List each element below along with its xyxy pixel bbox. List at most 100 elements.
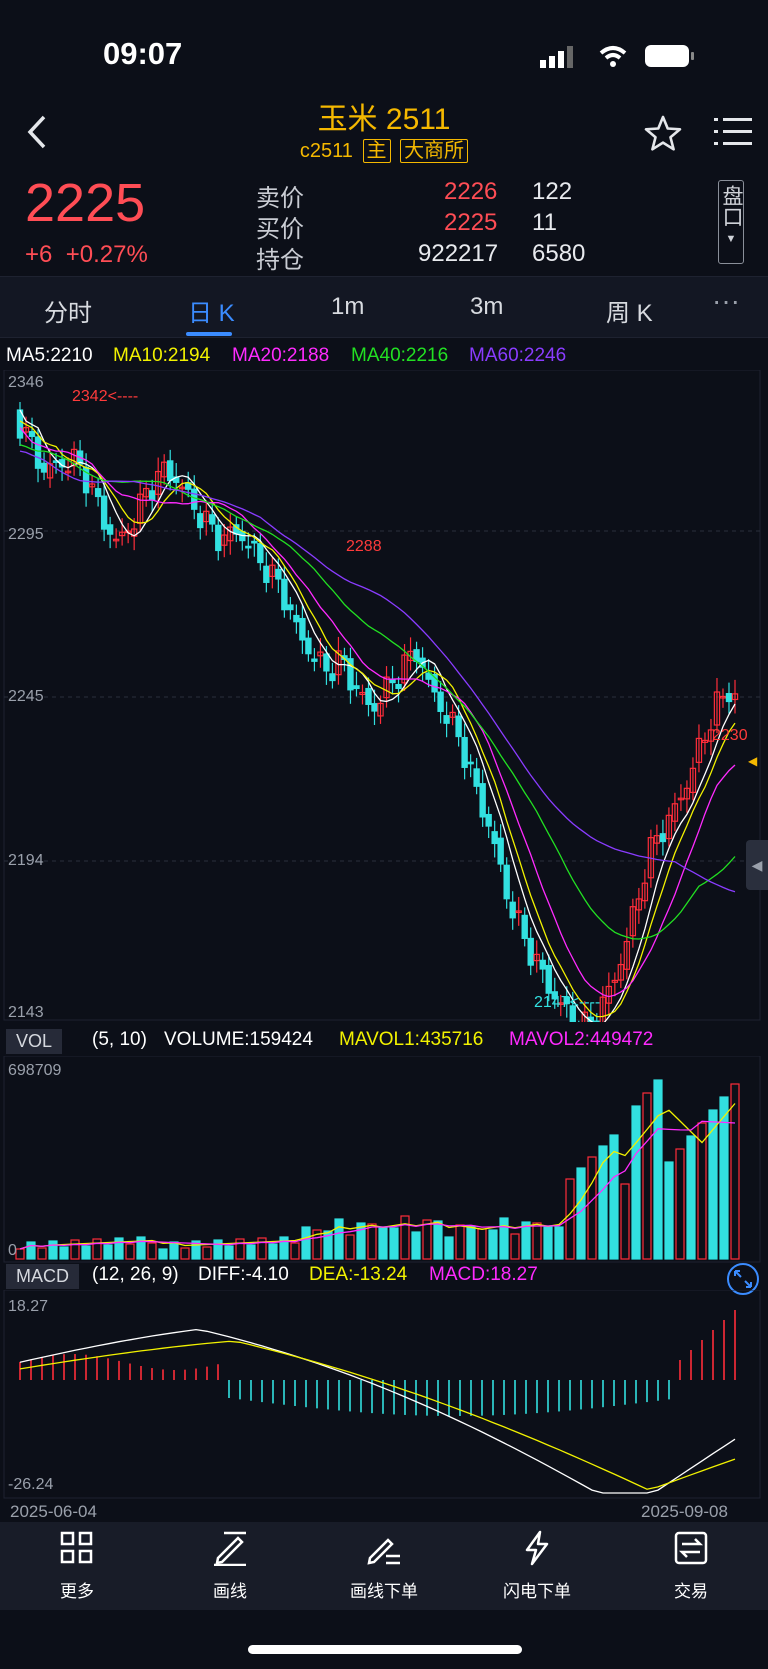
candle-body [179,486,186,490]
volume-bar [70,1239,80,1260]
candle-body [485,813,492,827]
draw-line-button[interactable]: 画线 [175,1530,285,1602]
volume-axis-bottom: 0 [8,1242,17,1259]
tab-weekly-k[interactable]: 周 K [606,300,653,327]
candle-body [431,673,438,693]
volume-bar [180,1247,190,1260]
volume-bar [488,1229,498,1260]
tab-daily-k[interactable]: 日 K [188,300,235,327]
candle-body [509,901,516,919]
volume-bar [15,1248,25,1260]
macd-header: MACD (12, 26, 9) DIFF:-4.10 DEA:-13.24 M… [6,1264,762,1289]
candle-body [377,702,384,717]
macd-chip[interactable]: MACD [6,1264,79,1289]
volume-bar [697,1122,707,1260]
volume-bar [114,1237,124,1260]
candle-body [401,654,408,684]
candle-body [599,996,607,1022]
candlestick-chart[interactable] [0,370,768,1022]
candle-body [197,513,204,529]
candle-body [287,604,294,611]
macd-params: (12, 26, 9) [92,1264,179,1285]
more-button[interactable]: 更多 [22,1530,132,1602]
candle-body [359,691,366,696]
candle-body [317,651,324,657]
tab-intraday[interactable]: 分时 [44,300,92,327]
ma60-legend: MA60:2246 [469,345,567,366]
volume-chart[interactable] [0,1056,768,1264]
volume-bar [554,1226,564,1260]
volume-chip[interactable]: VOL [6,1029,63,1054]
candle-body [533,953,540,962]
candle-body [227,526,234,542]
volume-bar [609,1134,619,1260]
volume-bar [48,1240,58,1260]
candle-body [64,470,72,474]
volume-bar [730,1083,740,1260]
candle-body [293,614,300,623]
candle-body [112,538,120,542]
back-icon[interactable] [26,114,48,150]
candle-body [569,1005,576,1022]
collapse-panel-icon[interactable]: ◀ [746,840,768,890]
more-tabs-icon[interactable]: ··· [712,285,740,316]
status-time: 09:07 [103,36,183,71]
volume-bar [686,1135,696,1260]
candle-body [154,470,162,495]
candle-body [479,783,486,818]
volume-bar [191,1240,201,1260]
diff-value: DIFF:-4.10 [198,1264,289,1285]
candle-body [563,996,570,1005]
macd-chart[interactable] [0,1290,768,1500]
chart-frame [3,1056,761,1263]
candle-body [515,910,522,914]
ma5-legend: MA5:2210 [6,345,93,366]
volume-bar [367,1223,377,1260]
volume-bar [224,1245,234,1260]
candle-body [539,959,546,970]
candle-body [88,483,96,488]
draw-order-button[interactable]: 画线下单 [329,1530,439,1602]
price-axis-label: 2295 [8,526,44,543]
active-tab-indicator [186,332,232,336]
volume-bar [268,1243,278,1260]
chart-frame [3,1290,761,1499]
volume-value: VOLUME:159424 [164,1029,313,1050]
ma5-line [19,409,736,1022]
volume-bar [103,1244,113,1260]
candle-body [395,683,402,690]
candle-body [593,1020,601,1022]
candle-body [521,914,528,939]
ma60-line [19,450,736,893]
ma20-line [19,427,736,998]
tab-3m[interactable]: 3m [470,293,504,320]
candle-body [719,695,727,699]
candle-body [371,703,378,712]
contract-title: 玉米 2511 [317,103,451,136]
ask-label: 卖价 [256,185,304,212]
volume-bar [301,1226,311,1260]
star-icon[interactable] [643,114,683,152]
bid-qty: 11 [532,209,557,236]
last-price: 2225 [25,173,146,233]
volume-bar [664,1161,674,1260]
volume-bar [26,1241,36,1260]
expand-icon[interactable] [726,1262,760,1296]
triangle-down-icon: ▼ [725,233,737,245]
candle-body [449,711,456,718]
volume-bar [323,1230,333,1260]
menu-icon[interactable] [714,116,752,148]
flash-order-button[interactable]: 闪电下单 [482,1530,592,1602]
tab-1m[interactable]: 1m [331,293,365,320]
candle-body [22,427,30,433]
bottom-toolbar: 更多 画线 画线下单 闪电下单 交易 [0,1522,768,1610]
candle-body [34,436,42,469]
volume-bar [642,1092,652,1260]
candle-body [161,461,168,478]
ma10-legend: MA10:2194 [113,345,211,366]
order-book-button[interactable]: 盘口 ▼ [718,180,744,264]
candle-body [725,693,733,703]
candle-body [353,685,360,690]
trade-button[interactable]: 交易 [636,1530,746,1602]
macd-value: MACD:18.27 [429,1264,538,1285]
